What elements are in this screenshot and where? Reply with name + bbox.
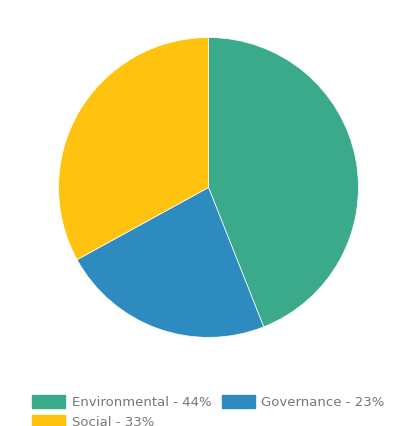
Wedge shape [58,37,208,260]
Legend: Environmental - 44%, Social - 33%, Governance - 23%: Environmental - 44%, Social - 33%, Gover… [25,389,392,426]
Wedge shape [208,37,359,327]
Wedge shape [77,187,264,337]
